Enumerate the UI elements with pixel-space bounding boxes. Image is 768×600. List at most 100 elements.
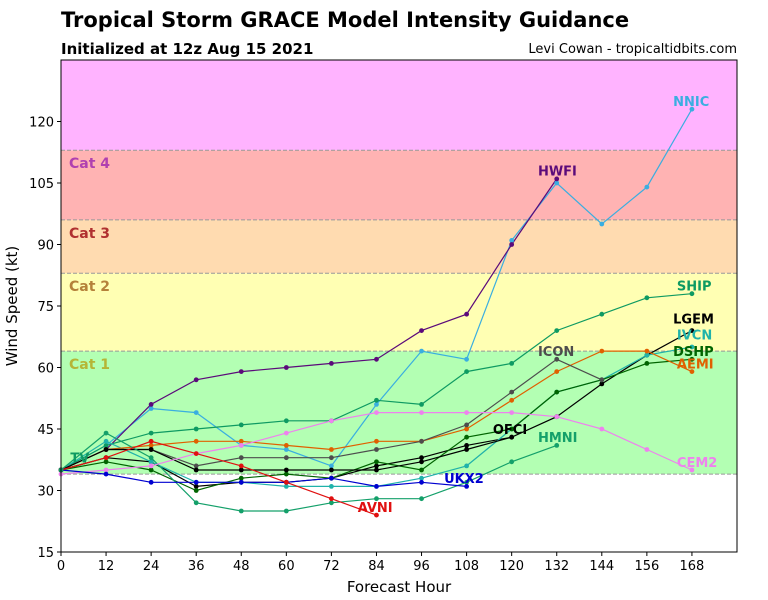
y-tick-label-75: 75 bbox=[37, 300, 54, 315]
category-threshold-lines bbox=[61, 149, 737, 475]
chart-credit: Levi Cowan - tropicaltidbits.com bbox=[528, 42, 737, 57]
point-dshp-2 bbox=[148, 467, 154, 473]
series-label-cem2: CEM2 bbox=[677, 456, 717, 471]
point-cem2-14 bbox=[689, 467, 695, 473]
point-nnic-12 bbox=[599, 221, 605, 227]
point-cem2-5 bbox=[283, 430, 289, 436]
series-line-ukx2 bbox=[60, 469, 467, 488]
series-line-avni bbox=[60, 440, 377, 516]
series-label-hwfi: HWFI bbox=[538, 165, 577, 180]
band-2 bbox=[61, 219, 737, 274]
point-cem2-8 bbox=[419, 410, 424, 415]
point-ship-3 bbox=[193, 426, 199, 432]
point-nnic-8 bbox=[419, 348, 424, 354]
point-nnic-13 bbox=[644, 184, 650, 190]
point-cem2-6 bbox=[329, 418, 334, 424]
series-label-ship: SHIP bbox=[677, 280, 712, 295]
x-tick-label-108: 108 bbox=[454, 559, 479, 574]
point-hmni-5 bbox=[283, 508, 289, 514]
series-label-ivcn: IVCN bbox=[677, 329, 712, 344]
point-avni-7 bbox=[374, 512, 379, 518]
point-dshp-3 bbox=[193, 488, 199, 493]
point-icon-12 bbox=[599, 377, 605, 383]
band-1 bbox=[61, 273, 737, 352]
point-ship-11 bbox=[554, 328, 560, 333]
series-label-aemi: AEMI bbox=[677, 357, 714, 372]
point-avni-6 bbox=[329, 496, 334, 502]
point-cem2-2 bbox=[148, 463, 154, 469]
x-tick-label-84: 84 bbox=[368, 559, 385, 574]
band-4 bbox=[61, 60, 737, 151]
point-hmni-9 bbox=[464, 479, 469, 485]
chart-title: Tropical Storm GRACE Model Intensity Gui… bbox=[61, 8, 630, 32]
point-cem2-13 bbox=[644, 447, 650, 452]
point-cem2-11 bbox=[554, 414, 560, 420]
point-ivcn-6 bbox=[329, 484, 334, 489]
point-ivcn-9 bbox=[464, 463, 469, 469]
point-icon-11 bbox=[554, 356, 560, 362]
point-lgem-3 bbox=[193, 484, 199, 489]
point-dshp-7 bbox=[374, 459, 379, 465]
point-aemi-10 bbox=[509, 397, 515, 403]
point-ivcn-1 bbox=[103, 438, 109, 444]
point-icon-9 bbox=[464, 422, 469, 428]
point-ofci-3 bbox=[193, 467, 199, 473]
point-hwfi-8 bbox=[419, 328, 424, 333]
x-tick-label-120: 120 bbox=[499, 559, 524, 574]
model-points bbox=[58, 106, 695, 518]
point-ukx2-3 bbox=[193, 479, 199, 485]
chart-subtitle: Initialized at 12z Aug 15 2021 bbox=[61, 40, 314, 58]
x-axis: 0 12 24 36 48 60 72 84 96 108 120 132 144 156 168 bbox=[57, 552, 704, 574]
point-lgem-9 bbox=[464, 443, 469, 448]
point-ship-9 bbox=[464, 369, 469, 374]
series-line-hmni bbox=[60, 432, 557, 512]
point-nnic-14 bbox=[689, 106, 695, 112]
point-hwfi-11 bbox=[554, 176, 560, 182]
x-tick-label-144: 144 bbox=[589, 559, 614, 574]
point-aemi-4 bbox=[238, 438, 244, 444]
band-label-4: Cat 4 bbox=[69, 156, 110, 172]
point-hwfi-2 bbox=[148, 402, 154, 407]
series-label-lgem: LGEM bbox=[673, 312, 714, 327]
y-tick-label-60: 60 bbox=[37, 362, 54, 377]
point-icon-10 bbox=[509, 389, 515, 395]
point-cem2-1 bbox=[103, 467, 109, 473]
point-aemi-9 bbox=[464, 426, 469, 432]
point-ofci-5 bbox=[283, 467, 289, 473]
point-ivcn-5 bbox=[283, 484, 289, 489]
series-label-avni: AVNI bbox=[358, 501, 393, 516]
point-hwfi-5 bbox=[283, 365, 289, 370]
point-ivcn-2 bbox=[148, 459, 154, 465]
point-icon-8 bbox=[419, 438, 424, 444]
point-ofci-8 bbox=[419, 459, 424, 465]
point-nnic-7 bbox=[374, 402, 379, 407]
point-avni-2 bbox=[148, 438, 154, 444]
point-ofci-10 bbox=[509, 434, 515, 440]
y-tick-label-105: 105 bbox=[29, 177, 54, 192]
point-aemi-3 bbox=[193, 438, 199, 444]
point-hwfi-6 bbox=[329, 361, 334, 366]
point-aemi-14 bbox=[689, 369, 695, 374]
point-ukx2-1 bbox=[103, 471, 109, 477]
x-tick-label-96: 96 bbox=[413, 559, 430, 574]
point-cem2-9 bbox=[464, 410, 469, 415]
point-ivcn-14 bbox=[689, 344, 695, 350]
point-ship-4 bbox=[238, 422, 244, 428]
point-hmni-10 bbox=[509, 459, 515, 465]
point-ofci-6 bbox=[329, 467, 334, 473]
point-hmni-1 bbox=[103, 430, 109, 436]
point-cem2-4 bbox=[238, 443, 244, 448]
point-dshp-9 bbox=[464, 434, 469, 440]
point-lgem-12 bbox=[599, 381, 605, 387]
point-ofci-2 bbox=[148, 447, 154, 452]
y-tick-label-120: 120 bbox=[29, 116, 54, 131]
y-axis: 15 30 45 60 75 90 105 120 bbox=[29, 116, 61, 561]
point-ukx2-6 bbox=[329, 475, 334, 481]
point-aemi-13 bbox=[644, 348, 650, 354]
point-aemi-11 bbox=[554, 369, 560, 374]
point-hwfi-9 bbox=[464, 311, 469, 317]
point-dshp-4 bbox=[238, 475, 244, 481]
point-hmni-2 bbox=[148, 455, 154, 461]
point-avni-3 bbox=[193, 451, 199, 456]
point-hwfi-7 bbox=[374, 356, 379, 362]
